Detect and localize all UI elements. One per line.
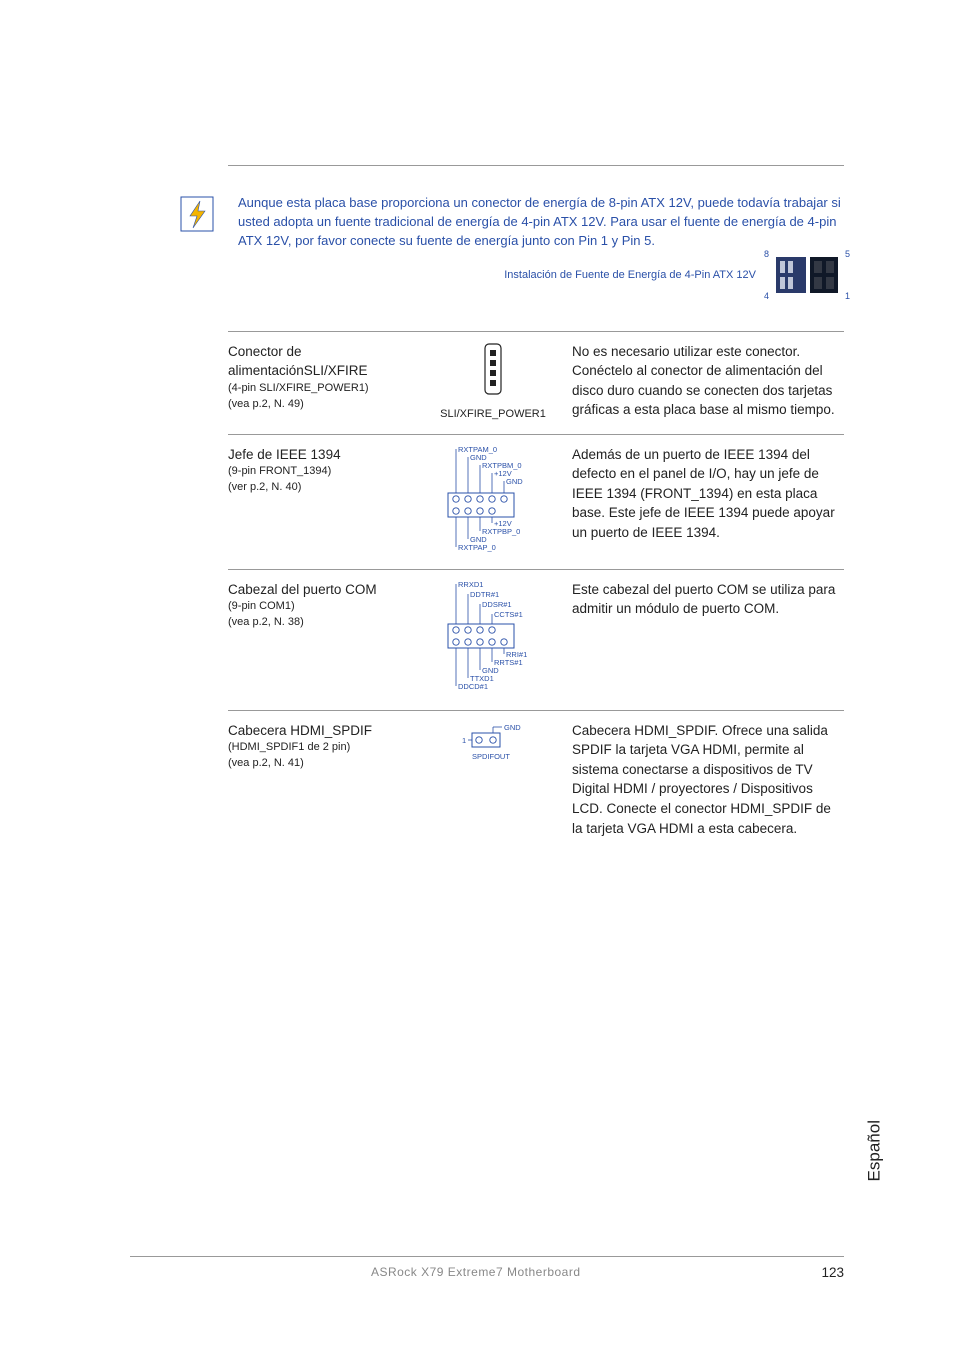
section-com-port: Cabezal del puerto COM (9-pin COM1) (vea… <box>228 569 844 710</box>
section-desc: No es necesario utilizar este conector. … <box>568 342 844 420</box>
section-ieee1394: Jefe de IEEE 1394 (9-pin FRONT_1394) (ve… <box>228 434 844 569</box>
svg-text:RXTPBP_0: RXTPBP_0 <box>482 527 520 536</box>
svg-text:DDSR#1: DDSR#1 <box>482 600 512 609</box>
page-footer: ASRock X79 Extreme7 Motherboard 123 <box>130 1256 844 1280</box>
section-sub1: (9-pin FRONT_1394) <box>228 464 418 480</box>
com-diagram: RRXD1 DDTR#1 DDSR#1 CCTS#1 RRI#1 RRTS#1 … <box>418 580 568 696</box>
sli-diagram: SLI/XFIRE_POWER1 <box>418 342 568 420</box>
svg-text:RXTPAP_0: RXTPAP_0 <box>458 543 496 552</box>
section-title: Cabecera HDMI_SPDIF <box>228 721 418 741</box>
svg-text:GND: GND <box>504 723 521 732</box>
section-sub2: (ver p.2, N. 40) <box>228 480 418 496</box>
section-sub1: (9-pin COM1) <box>228 599 418 615</box>
diagram-caption: SLI/XFIRE_POWER1 <box>440 408 546 420</box>
section-sub1: (HDMI_SPDIF1 de 2 pin) <box>228 740 418 756</box>
svg-text:DDTR#1: DDTR#1 <box>470 590 499 599</box>
footer-title: ASRock X79 Extreme7 Motherboard <box>130 1265 821 1280</box>
section-sub2: (vea p.2, N. 41) <box>228 756 418 772</box>
page-number: 123 <box>821 1265 844 1280</box>
section-title: Jefe de IEEE 1394 <box>228 445 418 465</box>
warning-text: Aunque esta placa base proporciona un co… <box>238 194 844 251</box>
svg-text:RRXD1: RRXD1 <box>458 580 483 589</box>
ieee1394-diagram: RXTPAM_0 GND RXTPBM_0 +12V GND +12V RXTP… <box>418 445 568 555</box>
section-sub2: (vea p.2, N. 49) <box>228 397 418 413</box>
atx-connector-diagram: 8 5 4 1 <box>770 251 844 299</box>
hdmi-spdif-diagram: 1 GND SPDIFOUT <box>418 721 568 838</box>
section-title: Conector de alimentaciónSLI/XFIRE <box>228 342 418 381</box>
section-sli-xfire: Conector de alimentaciónSLI/XFIRE (4-pin… <box>228 331 844 434</box>
header-rule <box>228 165 844 166</box>
svg-text:GND: GND <box>506 477 523 486</box>
section-desc: Además de un puerto de IEEE 1394 del def… <box>568 445 844 555</box>
svg-text:DDCD#1: DDCD#1 <box>458 682 488 691</box>
svg-text:1: 1 <box>462 736 466 745</box>
svg-text:CCTS#1: CCTS#1 <box>494 610 523 619</box>
section-title: Cabezal del puerto COM <box>228 580 418 600</box>
lightning-icon <box>178 194 216 234</box>
section-sub1: (4-pin SLI/XFIRE_POWER1) <box>228 381 418 397</box>
svg-text:SPDIFOUT: SPDIFOUT <box>472 752 510 761</box>
section-hdmi-spdif: Cabecera HDMI_SPDIF (HDMI_SPDIF1 de 2 pi… <box>228 710 844 853</box>
section-desc: Cabecera HDMI_SPDIF. Ofrece una salida S… <box>568 721 844 838</box>
section-sub2: (vea p.2, N. 38) <box>228 615 418 631</box>
language-side-label: Español <box>864 1120 884 1181</box>
warning-note: Aunque esta placa base proporciona un co… <box>178 194 844 317</box>
section-desc: Este cabezal del puerto COM se utiliza p… <box>568 580 844 696</box>
install-label: Instalación de Fuente de Energía de 4-Pi… <box>504 269 756 281</box>
